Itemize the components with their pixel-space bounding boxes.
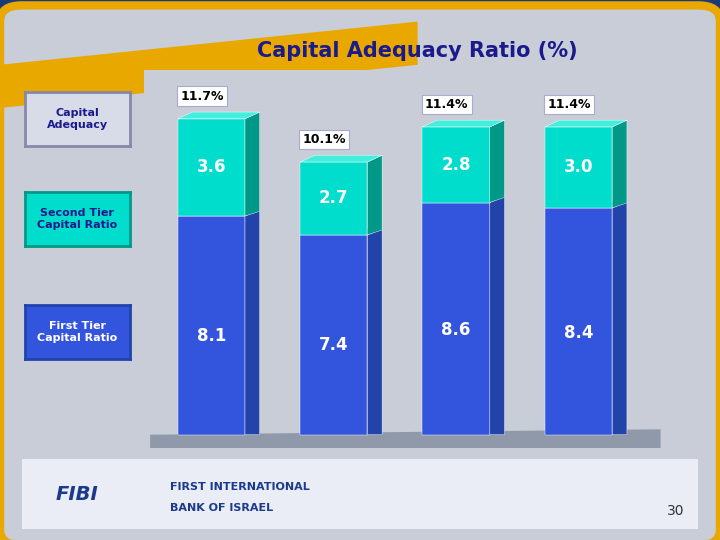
Polygon shape — [300, 162, 367, 235]
Polygon shape — [367, 228, 382, 435]
Polygon shape — [178, 112, 260, 119]
Text: 7.4: 7.4 — [319, 336, 348, 354]
Polygon shape — [245, 209, 260, 435]
Text: FIRST INTERNATIONAL: FIRST INTERNATIONAL — [171, 482, 310, 492]
Text: 8.6: 8.6 — [441, 321, 471, 339]
Text: 30: 30 — [667, 504, 684, 518]
Polygon shape — [300, 235, 367, 435]
Text: First Tier
Capital Ratio: First Tier Capital Ratio — [37, 321, 117, 343]
Polygon shape — [300, 155, 382, 162]
Polygon shape — [545, 201, 627, 208]
Text: 2.8: 2.8 — [441, 156, 471, 174]
Text: 8.1: 8.1 — [197, 327, 226, 345]
Text: 11.4%: 11.4% — [425, 98, 469, 111]
Polygon shape — [423, 127, 490, 202]
Polygon shape — [545, 127, 612, 208]
Polygon shape — [545, 120, 627, 127]
Text: 2.7: 2.7 — [319, 190, 348, 207]
Text: Capital
Adequacy: Capital Adequacy — [47, 108, 108, 130]
Text: FIBI: FIBI — [55, 484, 98, 504]
Text: BANK OF ISRAEL: BANK OF ISRAEL — [171, 503, 274, 513]
Polygon shape — [423, 120, 505, 127]
Text: 11.4%: 11.4% — [547, 98, 591, 111]
Polygon shape — [545, 208, 612, 435]
Polygon shape — [178, 119, 245, 216]
Polygon shape — [178, 216, 245, 435]
Polygon shape — [612, 201, 627, 435]
Polygon shape — [490, 195, 505, 435]
Text: Second Tier
Capital Ratio: Second Tier Capital Ratio — [37, 208, 117, 230]
Text: 11.7%: 11.7% — [180, 90, 224, 103]
Polygon shape — [423, 202, 490, 435]
Text: Capital Adequacy Ratio (%): Capital Adequacy Ratio (%) — [257, 41, 578, 62]
Polygon shape — [367, 155, 382, 235]
Polygon shape — [423, 195, 505, 202]
Polygon shape — [300, 228, 382, 235]
Polygon shape — [612, 120, 627, 208]
Polygon shape — [178, 209, 260, 216]
Text: 8.4: 8.4 — [564, 323, 593, 342]
Text: 10.1%: 10.1% — [302, 133, 346, 146]
Polygon shape — [245, 112, 260, 216]
Text: 3.0: 3.0 — [564, 158, 593, 177]
Polygon shape — [490, 120, 505, 202]
Polygon shape — [150, 429, 660, 448]
Text: 3.6: 3.6 — [197, 158, 226, 177]
